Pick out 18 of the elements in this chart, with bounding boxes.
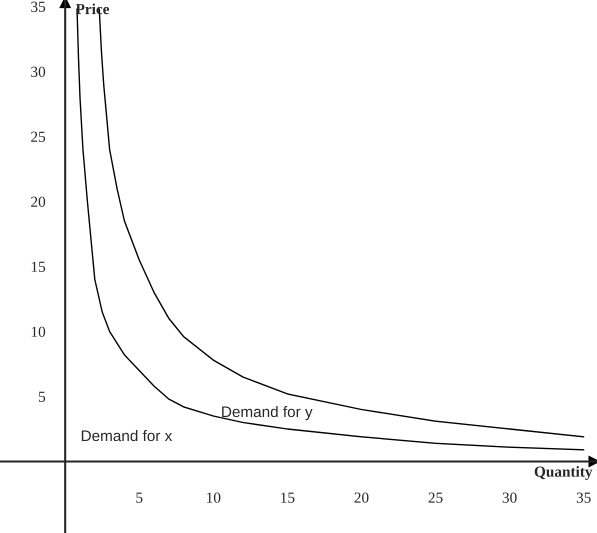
x-tick-label: 5 bbox=[136, 492, 142, 503]
x-tick-label: 30 bbox=[502, 492, 517, 503]
x-axis-title: Quantity bbox=[534, 466, 592, 480]
x-tick-label: 20 bbox=[354, 492, 369, 503]
x-tick-label: 35 bbox=[576, 492, 591, 503]
y-tick-label: 15 bbox=[32, 262, 46, 272]
x-tick-label: 25 bbox=[428, 492, 443, 503]
y-tick-label: 20 bbox=[31, 196, 46, 207]
y-tick-label: 5 bbox=[38, 392, 46, 402]
annotation: Demand for y bbox=[222, 406, 313, 420]
y-tick-label: 35 bbox=[31, 2, 46, 12]
y-tick-label: 30 bbox=[31, 66, 46, 77]
y-tick-label: 25 bbox=[31, 132, 46, 142]
y-axis-title: Price bbox=[76, 3, 110, 14]
annotation: Demand for x bbox=[82, 430, 172, 442]
x-tick-label: 10 bbox=[207, 492, 220, 503]
y-tick-label: 10 bbox=[32, 326, 46, 337]
x-tick-label: 15 bbox=[281, 492, 294, 503]
